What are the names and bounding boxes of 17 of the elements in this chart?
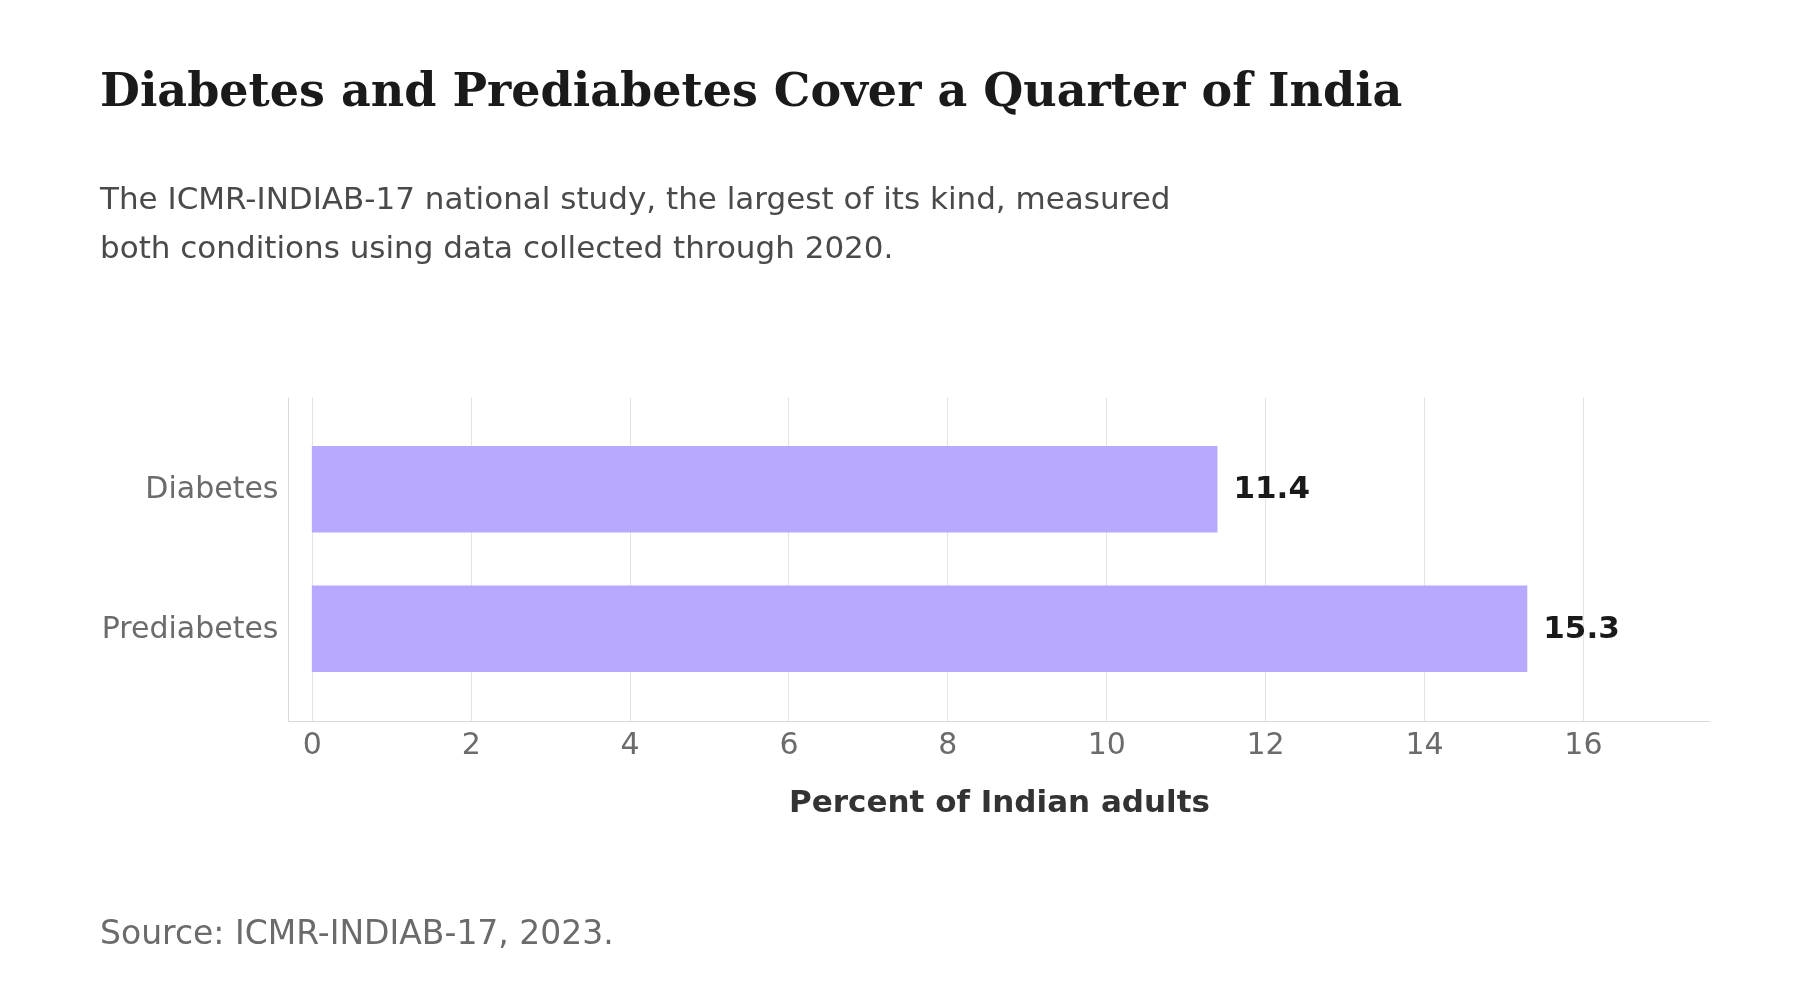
data-label: 11.4: [1233, 469, 1310, 506]
x-tick-label: 14: [1405, 725, 1444, 761]
chart-subtitle: The ICMR-INDIAB-17 national study, the largest of its kind, measured both conditions using data collected through 2020.: [99, 180, 1171, 265]
x-axis-title: Percent of Indian adults: [789, 782, 1210, 819]
x-tick-label: 6: [779, 725, 799, 761]
x-tick-label: 10: [1087, 725, 1126, 761]
source-note: Source: ICMR-INDIAB-17, 2023.: [100, 913, 614, 952]
x-tick-label: 12: [1246, 725, 1285, 761]
chart-title: Diabetes and Prediabetes Cover a Quarter of India: [100, 63, 1403, 117]
x-tick-label: 8: [938, 725, 958, 761]
data-label: 15.3: [1543, 608, 1620, 645]
x-tick-label: 0: [302, 725, 322, 761]
y-tick-label: Diabetes: [145, 470, 279, 506]
x-tick-label: 16: [1564, 725, 1603, 761]
x-tick-label: 4: [620, 725, 640, 761]
y-tick-label: Prediabetes: [101, 609, 279, 645]
x-tick-label: 2: [461, 725, 481, 761]
